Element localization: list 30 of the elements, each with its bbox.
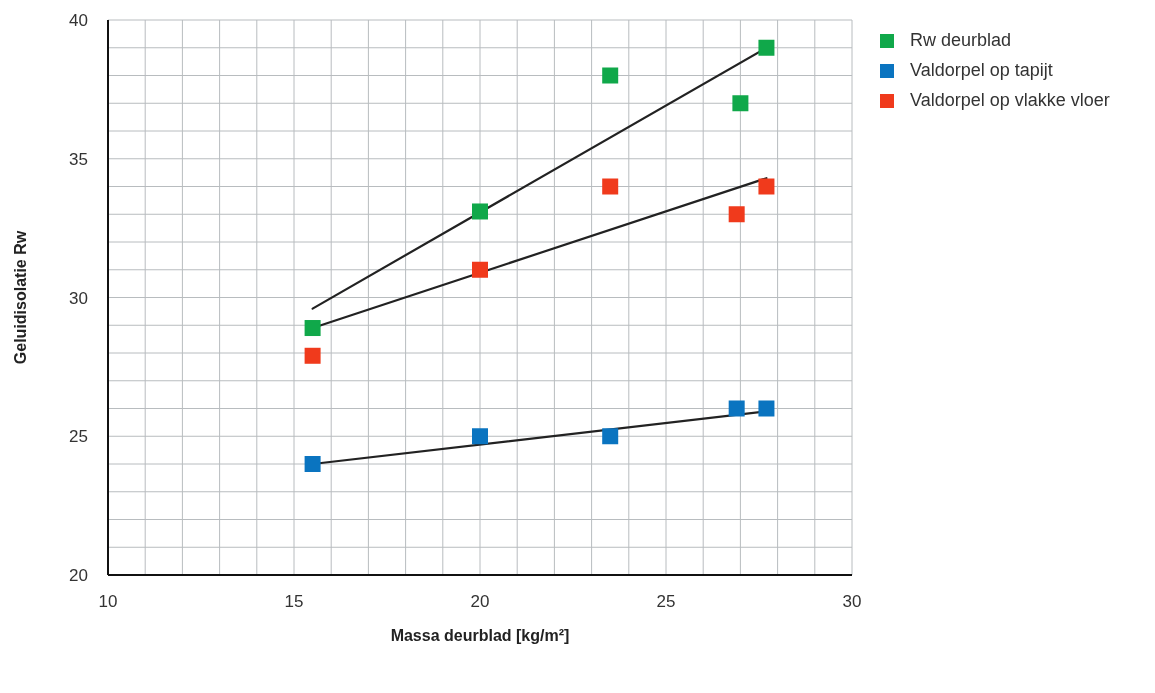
point: [472, 261, 488, 278]
point: [728, 400, 745, 417]
x-tick-label: 20: [470, 592, 490, 612]
point: [304, 320, 321, 337]
y-tick-label: 30: [69, 288, 88, 308]
point: [758, 400, 775, 417]
point: [304, 347, 321, 364]
x-tick-label: 10: [98, 592, 118, 612]
point: [732, 95, 749, 112]
point: [602, 428, 619, 445]
point: [602, 67, 619, 84]
y-axis-title: Geluidisolatie Rw: [11, 230, 29, 365]
legend-label: Valdorpel op tapijt: [910, 60, 1053, 81]
point: [472, 428, 488, 445]
y-tick-label: 40: [69, 11, 88, 31]
x-tick-label: 30: [842, 592, 862, 612]
point: [602, 178, 619, 195]
legend-label: Valdorpel op vlakke vloer: [910, 90, 1110, 111]
y-tick-label: 20: [69, 566, 88, 586]
point: [758, 39, 775, 56]
point: [304, 456, 321, 472]
y-tick-label: 25: [69, 427, 88, 447]
x-tick-label: 15: [284, 592, 304, 612]
y-tick-label: 35: [69, 149, 88, 169]
point: [472, 203, 488, 220]
legend-label: Rw deurblad: [910, 30, 1012, 51]
x-tick-label: 25: [656, 592, 676, 612]
point: [728, 206, 745, 223]
point: [758, 178, 775, 195]
x-axis-title: Massa deurblad [kg/m²]: [390, 627, 570, 644]
